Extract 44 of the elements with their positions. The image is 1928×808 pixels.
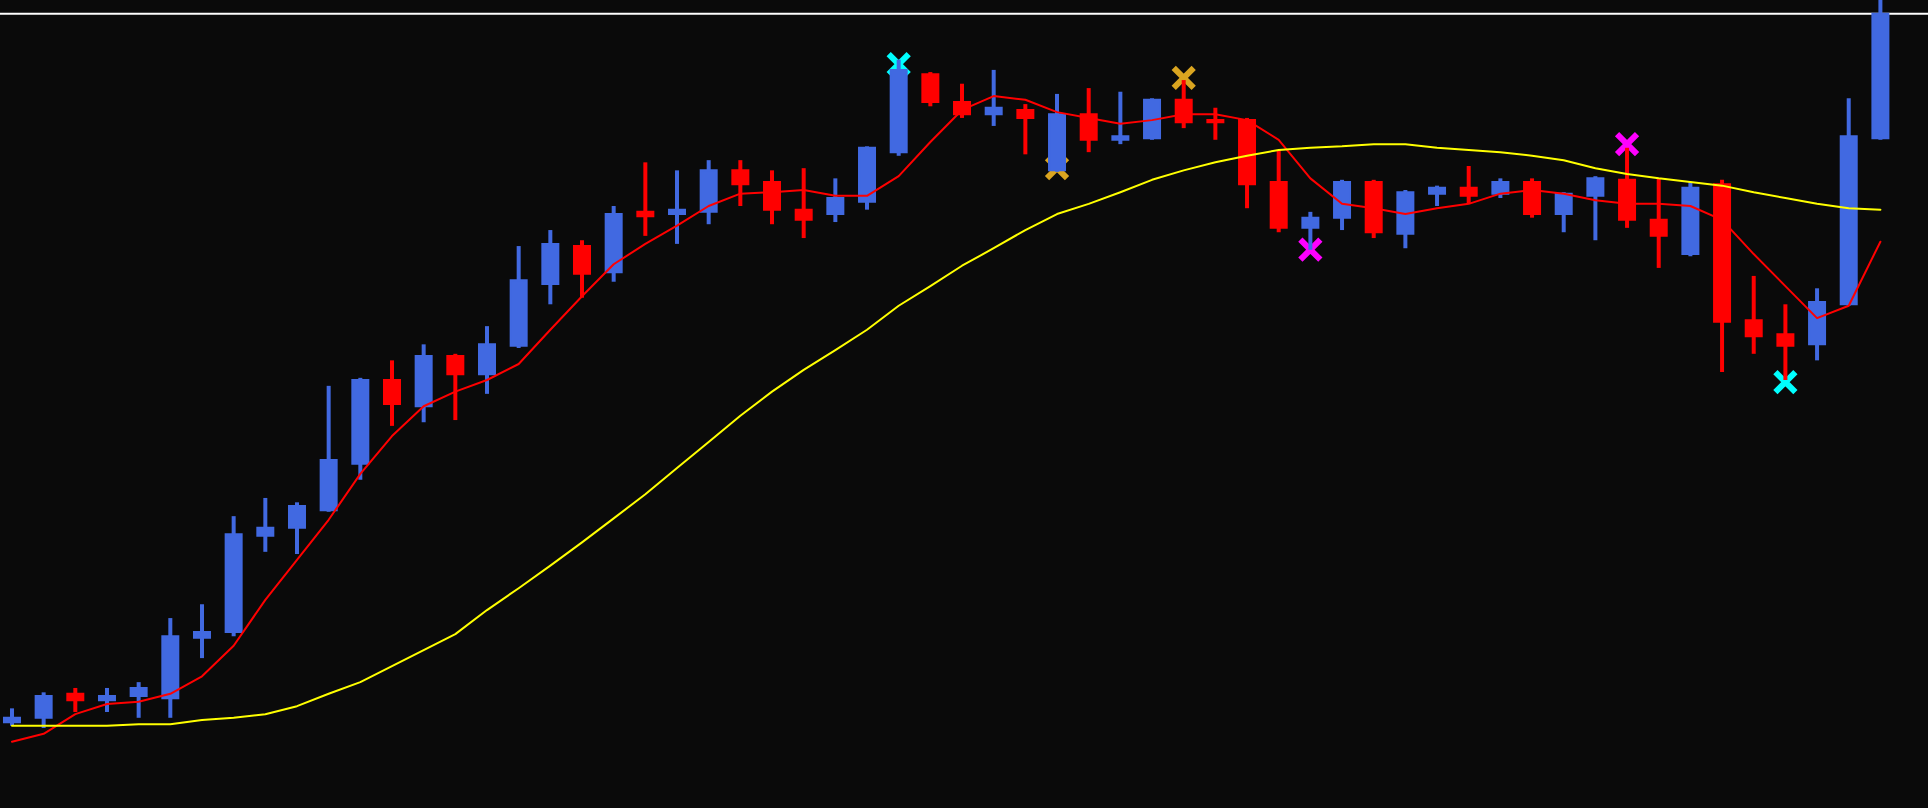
candlestick [1269, 147, 1288, 235]
candlestick [1301, 209, 1320, 252]
point [1614, 131, 1641, 158]
candlestick [826, 176, 845, 225]
candlestick [1206, 105, 1225, 142]
candlestick [446, 351, 465, 423]
candlestick [1016, 102, 1035, 157]
candlestick [192, 602, 211, 661]
candlestick [97, 685, 116, 714]
candlestick [1143, 96, 1162, 142]
candlestick [1333, 177, 1352, 233]
candlestick [383, 358, 401, 428]
candlestick [541, 228, 560, 307]
candlestick [668, 168, 687, 246]
candlestick [1523, 176, 1542, 220]
candlestick [1111, 89, 1130, 147]
candlestick [129, 680, 148, 720]
candlestick [573, 238, 591, 300]
candlestick [636, 160, 655, 238]
candlestick [794, 166, 813, 241]
candlestick [1554, 190, 1573, 235]
candlestick [1808, 286, 1827, 363]
candlestick [984, 67, 1003, 128]
candlestick [34, 690, 53, 730]
candlestick [1618, 145, 1637, 230]
candlestick [1586, 174, 1605, 243]
candlestick [1396, 188, 1415, 251]
candlestick [256, 495, 275, 554]
candlestick [699, 158, 718, 227]
candlestick [66, 685, 85, 714]
candlestick [763, 168, 782, 227]
candlestick [1459, 163, 1478, 206]
candlestick [1776, 302, 1795, 383]
point [1170, 64, 1197, 91]
candlestick [478, 324, 496, 396]
candlestick [287, 500, 306, 557]
point [1297, 236, 1324, 263]
candlestick [731, 158, 750, 209]
candlestick [1428, 183, 1447, 209]
point [1772, 369, 1799, 396]
candlestick [1491, 176, 1510, 201]
candlestick [1649, 176, 1668, 270]
candlestick [921, 70, 940, 109]
candlestick [1744, 273, 1763, 356]
